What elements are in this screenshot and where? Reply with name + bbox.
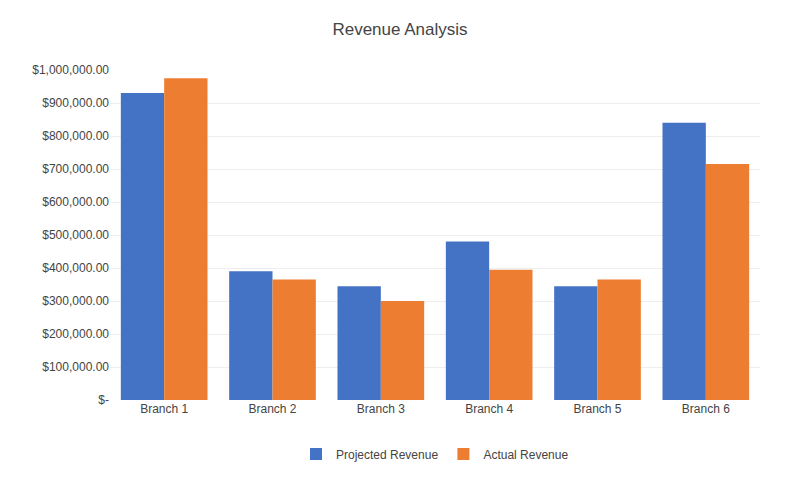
svg-text:$800,000.00: $800,000.00 xyxy=(42,129,109,143)
svg-text:Branch 5: Branch 5 xyxy=(573,402,621,416)
svg-text:Branch 6: Branch 6 xyxy=(682,402,730,416)
svg-text:$100,000.00: $100,000.00 xyxy=(42,360,109,374)
svg-text:$200,000.00: $200,000.00 xyxy=(42,327,109,341)
svg-text:Branch 3: Branch 3 xyxy=(357,402,405,416)
svg-text:$900,000.00: $900,000.00 xyxy=(42,96,109,110)
svg-text:$700,000.00: $700,000.00 xyxy=(42,162,109,176)
svg-text:Branch 4: Branch 4 xyxy=(465,402,513,416)
svg-text:$600,000.00: $600,000.00 xyxy=(42,195,109,209)
svg-text:Actual Revenue: Actual Revenue xyxy=(483,448,568,462)
svg-text:$-: $- xyxy=(98,393,109,407)
svg-text:Branch 2: Branch 2 xyxy=(248,402,296,416)
svg-text:$500,000.00: $500,000.00 xyxy=(42,228,109,242)
svg-text:$300,000.00: $300,000.00 xyxy=(42,294,109,308)
svg-text:Revenue Analysis: Revenue Analysis xyxy=(332,20,467,39)
svg-text:$400,000.00: $400,000.00 xyxy=(42,261,109,275)
svg-text:Projected Revenue: Projected Revenue xyxy=(336,448,438,462)
svg-text:Branch 1: Branch 1 xyxy=(140,402,188,416)
svg-text:$1,000,000.00: $1,000,000.00 xyxy=(32,63,109,77)
